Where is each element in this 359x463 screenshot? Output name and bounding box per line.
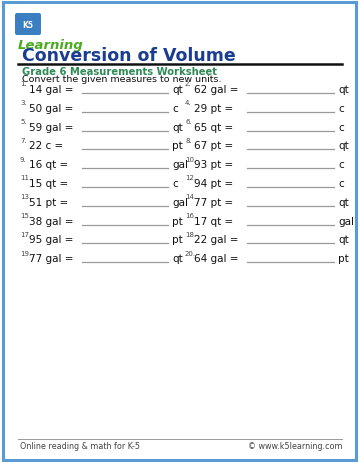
- Text: gal: gal: [172, 197, 188, 207]
- Text: Convert the given measures to new units.: Convert the given measures to new units.: [22, 75, 222, 84]
- Text: 22 gal =: 22 gal =: [194, 235, 238, 245]
- Text: 94 pt =: 94 pt =: [194, 179, 233, 188]
- Text: 77 gal =: 77 gal =: [29, 254, 74, 263]
- Text: 7.: 7.: [20, 138, 27, 144]
- Text: 67 pt =: 67 pt =: [194, 141, 233, 151]
- Text: gal: gal: [172, 160, 188, 170]
- Text: 77 pt =: 77 pt =: [194, 197, 233, 207]
- Text: pt: pt: [172, 216, 183, 226]
- Text: Conversion of Volume: Conversion of Volume: [22, 47, 236, 65]
- Text: 95 gal =: 95 gal =: [29, 235, 74, 245]
- Text: 64 gal =: 64 gal =: [194, 254, 238, 263]
- Text: Online reading & math for K-5: Online reading & math for K-5: [20, 442, 140, 450]
- Text: qt: qt: [338, 197, 349, 207]
- Text: 15.: 15.: [20, 213, 31, 219]
- Text: 3.: 3.: [20, 100, 27, 106]
- Text: c: c: [338, 160, 344, 170]
- Text: 15 qt =: 15 qt =: [29, 179, 68, 188]
- Text: 12.: 12.: [185, 175, 196, 181]
- Text: qt: qt: [172, 254, 183, 263]
- Text: 17 qt =: 17 qt =: [194, 216, 233, 226]
- Text: 9.: 9.: [20, 156, 27, 163]
- Text: 17.: 17.: [20, 232, 31, 238]
- Text: 14 gal =: 14 gal =: [29, 85, 74, 95]
- Text: 16.: 16.: [185, 213, 196, 219]
- FancyBboxPatch shape: [15, 14, 41, 36]
- Text: c: c: [172, 104, 178, 113]
- Text: 8.: 8.: [185, 138, 192, 144]
- Text: 4.: 4.: [185, 100, 192, 106]
- Text: 22 c =: 22 c =: [29, 141, 63, 151]
- Text: Learning: Learning: [18, 39, 84, 52]
- Text: pt: pt: [172, 141, 183, 151]
- Text: Grade 6 Measurements Worksheet: Grade 6 Measurements Worksheet: [22, 67, 217, 77]
- Text: K5: K5: [23, 20, 33, 30]
- Text: c: c: [338, 104, 344, 113]
- Text: c: c: [172, 179, 178, 188]
- Text: c: c: [338, 179, 344, 188]
- Text: © www.k5learning.com: © www.k5learning.com: [247, 442, 342, 450]
- Text: qt: qt: [172, 122, 183, 132]
- Text: 93 pt =: 93 pt =: [194, 160, 233, 170]
- Text: 51 pt =: 51 pt =: [29, 197, 68, 207]
- Text: qt: qt: [338, 235, 349, 245]
- Text: qt: qt: [172, 85, 183, 95]
- Text: 20.: 20.: [185, 250, 196, 256]
- Text: qt: qt: [338, 141, 349, 151]
- Text: 5.: 5.: [20, 119, 27, 125]
- Text: 29 pt =: 29 pt =: [194, 104, 233, 113]
- Text: 13.: 13.: [20, 194, 31, 200]
- Text: c: c: [338, 122, 344, 132]
- Text: 1.: 1.: [20, 81, 27, 88]
- Text: 16 qt =: 16 qt =: [29, 160, 68, 170]
- Text: 2.: 2.: [185, 81, 192, 88]
- Text: 18.: 18.: [185, 232, 196, 238]
- Text: 14.: 14.: [185, 194, 196, 200]
- Text: 10.: 10.: [185, 156, 196, 163]
- Text: 11.: 11.: [20, 175, 31, 181]
- Text: 59 gal =: 59 gal =: [29, 122, 74, 132]
- Text: 19.: 19.: [20, 250, 31, 256]
- Text: 6.: 6.: [185, 119, 192, 125]
- Text: 50 gal =: 50 gal =: [29, 104, 73, 113]
- Text: 65 qt =: 65 qt =: [194, 122, 233, 132]
- Text: pt: pt: [172, 235, 183, 245]
- Text: 62 gal =: 62 gal =: [194, 85, 238, 95]
- Text: gal: gal: [338, 216, 354, 226]
- Text: qt: qt: [338, 85, 349, 95]
- Text: 38 gal =: 38 gal =: [29, 216, 74, 226]
- Text: pt: pt: [338, 254, 349, 263]
